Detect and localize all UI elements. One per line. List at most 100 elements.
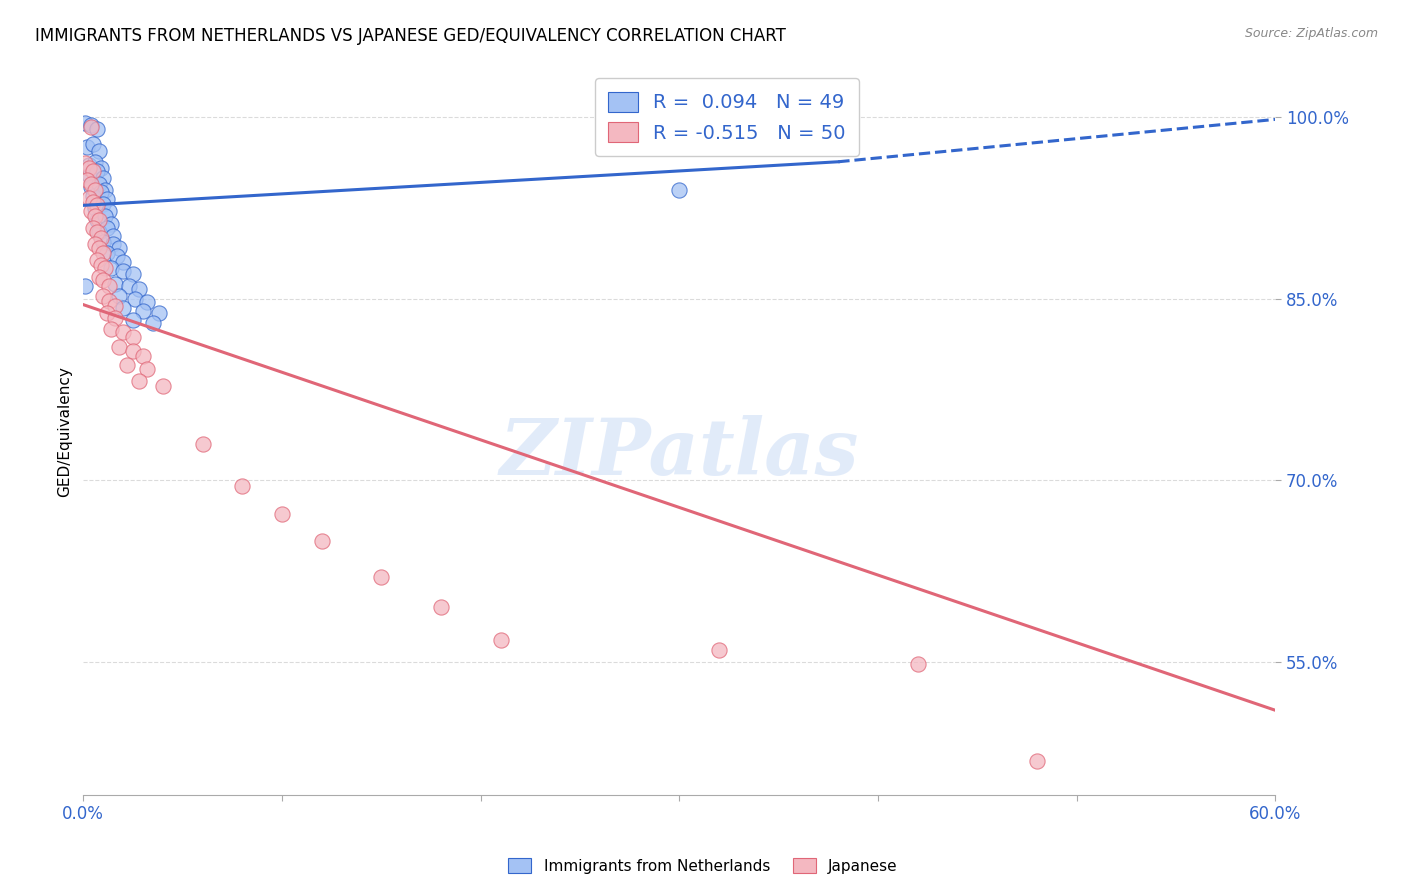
Point [108,289,131,303]
Point [311,533,333,548]
Point [370,570,392,584]
Point [142,316,165,330]
Legend: Immigrants from Netherlands, Japanese: Immigrants from Netherlands, Japanese [502,852,904,880]
Point [80,177,103,191]
Text: ZIPatlas: ZIPatlas [499,416,859,491]
Point [124,292,146,306]
Point [96,245,118,260]
Point [122,313,145,327]
Point [128,374,150,388]
Point [75,156,97,170]
Point [132,349,155,363]
Point [707,642,730,657]
Point [91,245,114,260]
Point [668,183,690,197]
Point [96,192,118,206]
Point [271,507,294,521]
Point [80,204,103,219]
Point [104,310,127,325]
Point [89,241,111,255]
Point [135,361,157,376]
Y-axis label: GED/Equivalency: GED/Equivalency [58,367,72,497]
Point [115,358,138,372]
Point [94,209,117,223]
Point [108,241,131,255]
Point [104,277,127,291]
Point [89,177,111,191]
Point [86,213,108,227]
Point [94,261,117,276]
Point [135,295,157,310]
Point [84,154,107,169]
Point [77,158,100,172]
Point [86,252,108,267]
Point [128,282,150,296]
Point [1026,754,1049,768]
Text: Source: ZipAtlas.com: Source: ZipAtlas.com [1244,27,1378,40]
Point [80,180,103,194]
Point [112,301,135,316]
Point [86,164,108,178]
Point [91,273,114,287]
Point [489,633,512,648]
Point [100,217,122,231]
Text: IMMIGRANTS FROM NETHERLANDS VS JAPANESE GED/EQUIVALENCY CORRELATION CHART: IMMIGRANTS FROM NETHERLANDS VS JAPANESE … [35,27,786,45]
Point [86,122,108,136]
Point [98,293,121,308]
Point [91,170,114,185]
Point [82,194,104,209]
Point [118,279,141,293]
Point [77,161,100,175]
Point [122,268,145,282]
Point [75,116,97,130]
Point [96,306,118,320]
Point [90,161,112,175]
Point [94,183,117,197]
Point [77,191,100,205]
Point [132,303,155,318]
Point [105,249,128,263]
Point [98,204,121,219]
Point [89,269,111,284]
Point [89,225,111,239]
Point [89,144,111,158]
Point [76,140,98,154]
Point [91,197,114,211]
Point [90,258,112,272]
Point [91,235,114,249]
Point [82,221,104,235]
Point [77,168,100,182]
Point [80,120,103,134]
Point [191,437,214,451]
Point [98,279,121,293]
Point [86,225,108,239]
Point [101,228,124,243]
Point [100,261,122,276]
Point [112,255,135,269]
Point [76,173,98,187]
Point [80,119,103,133]
Point [90,231,112,245]
Point [231,479,253,493]
Point [112,326,135,340]
Point [84,209,107,223]
Point [101,237,124,252]
Point [100,322,122,336]
Point [96,221,118,235]
Point [84,201,107,215]
Legend: R =  0.094   N = 49, R = -0.515   N = 50: R = 0.094 N = 49, R = -0.515 N = 50 [595,78,859,156]
Point [82,164,104,178]
Point [907,657,929,672]
Point [91,289,114,303]
Point [430,600,453,615]
Point [90,185,112,199]
Point [112,264,135,278]
Point [84,237,107,252]
Point [152,378,174,392]
Point [148,306,170,320]
Point [122,330,145,344]
Point [89,213,111,227]
Point [82,188,104,202]
Point [82,136,104,151]
Point [108,340,131,354]
